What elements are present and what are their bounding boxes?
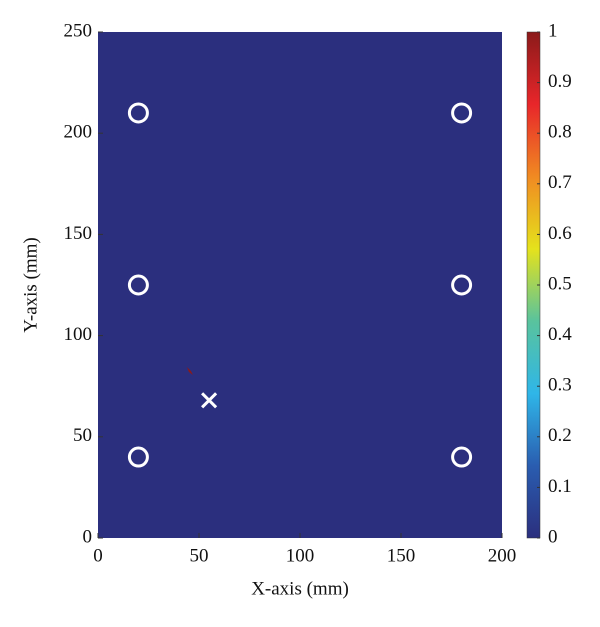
y-axis-label: Y-axis (mm) <box>20 237 41 333</box>
heatmap-background <box>98 32 502 538</box>
y-tick-label: 200 <box>64 122 93 143</box>
sensor-marker <box>451 446 473 468</box>
sensor-marker <box>127 446 149 468</box>
x-tick-label: 200 <box>488 545 517 566</box>
x-axis-label: X-axis (mm) <box>251 578 349 599</box>
source-marker <box>201 392 218 409</box>
sensor-marker <box>451 274 473 296</box>
y-tick-label: 150 <box>64 223 93 244</box>
y-tick-label: 100 <box>64 324 93 345</box>
sensor-marker <box>451 102 473 124</box>
y-tick-label: 0 <box>83 526 93 547</box>
colorbar-tick-label: 0.7 <box>548 172 572 193</box>
colorbar-tick-label: 0.8 <box>548 122 572 143</box>
colorbar-tick-label: 0.9 <box>548 71 572 92</box>
heatmap-peak <box>186 367 193 376</box>
y-tick-label: 250 <box>64 20 93 41</box>
colorbar-tick-label: 0.3 <box>548 375 572 396</box>
x-tick-label: 100 <box>286 545 315 566</box>
colorbar-tick-label: 1 <box>548 20 558 41</box>
sensor-marker <box>127 102 149 124</box>
x-tick-label: 0 <box>93 545 103 566</box>
colorbar-tick-label: 0.2 <box>548 425 572 446</box>
colorbar-tick-label: 0.1 <box>548 476 572 497</box>
colorbar-tick-label: 0.6 <box>548 223 572 244</box>
colorbar-tick-label: 0.5 <box>548 273 572 294</box>
colorbar-tick-label: 0.4 <box>548 324 572 345</box>
sensor-marker <box>127 274 149 296</box>
x-tick-label: 50 <box>190 545 209 566</box>
colorbar-tick-label: 0 <box>548 526 558 547</box>
y-tick-label: 50 <box>73 425 92 446</box>
x-tick-label: 150 <box>387 545 416 566</box>
